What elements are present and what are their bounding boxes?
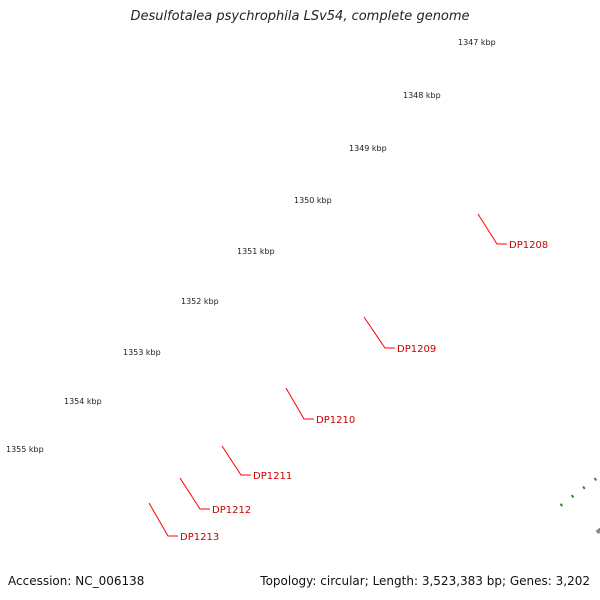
gene-label-leader xyxy=(285,387,314,420)
gene-label: DP1212 xyxy=(212,505,251,516)
gene-label-leader xyxy=(477,213,507,245)
scale-labels: 1347 kbp 1348 kbp 1349 kbp 1350 kbp 1351 kbp… xyxy=(6,38,496,454)
gene-label: DP1211 xyxy=(253,471,292,482)
outer-scale-dot xyxy=(559,503,564,507)
accession-value: NC_006138 xyxy=(75,574,145,588)
scale-label: 1349 kbp xyxy=(349,144,387,153)
outer-scale-dot xyxy=(582,485,586,490)
outer-scale-dot xyxy=(570,494,575,499)
map-title: Desulfotalea psychrophila LSv54, complet… xyxy=(130,9,470,24)
accession-info: Accession: NC_006138 xyxy=(8,574,144,588)
scale-label: 1352 kbp xyxy=(181,297,219,306)
gene-label: DP1210 xyxy=(316,415,355,426)
gene-label: DP1208 xyxy=(509,240,548,251)
scale-label: 1351 kbp xyxy=(237,247,275,256)
scale-label: 1350 kbp xyxy=(294,196,332,205)
topology-label: Topology: xyxy=(260,574,317,588)
scale-label: 1347 kbp xyxy=(458,38,496,47)
gene-label-leader xyxy=(179,477,210,510)
gene-label-leader xyxy=(221,445,251,476)
gene-label-leader xyxy=(148,502,178,537)
gene-label: DP1209 xyxy=(397,344,436,355)
gene-labels: DP1208 DP1209 DP1210 DP1211 DP1212 DP1213 xyxy=(148,213,548,543)
length-label: Length: xyxy=(372,574,419,588)
scale-label: 1348 kbp xyxy=(403,91,441,100)
accession-label: Accession: xyxy=(8,574,72,588)
scale-ticks xyxy=(559,477,598,507)
genes-label: Genes: xyxy=(509,574,552,588)
scale-label: 1355 kbp xyxy=(6,445,44,454)
genome-summary: Topology: circular; Length: 3,523,383 bp… xyxy=(260,574,590,588)
length-value: 3,523,383 bp xyxy=(421,574,502,588)
scale-label: 1353 kbp xyxy=(123,348,161,357)
scale-label: 1354 kbp xyxy=(64,397,102,406)
gene-label: DP1213 xyxy=(180,532,219,543)
gene-label-leader xyxy=(363,316,395,349)
outer-scale-dot xyxy=(593,477,598,482)
topology-value: circular xyxy=(320,574,365,588)
genes-value: 3,202 xyxy=(555,574,590,588)
